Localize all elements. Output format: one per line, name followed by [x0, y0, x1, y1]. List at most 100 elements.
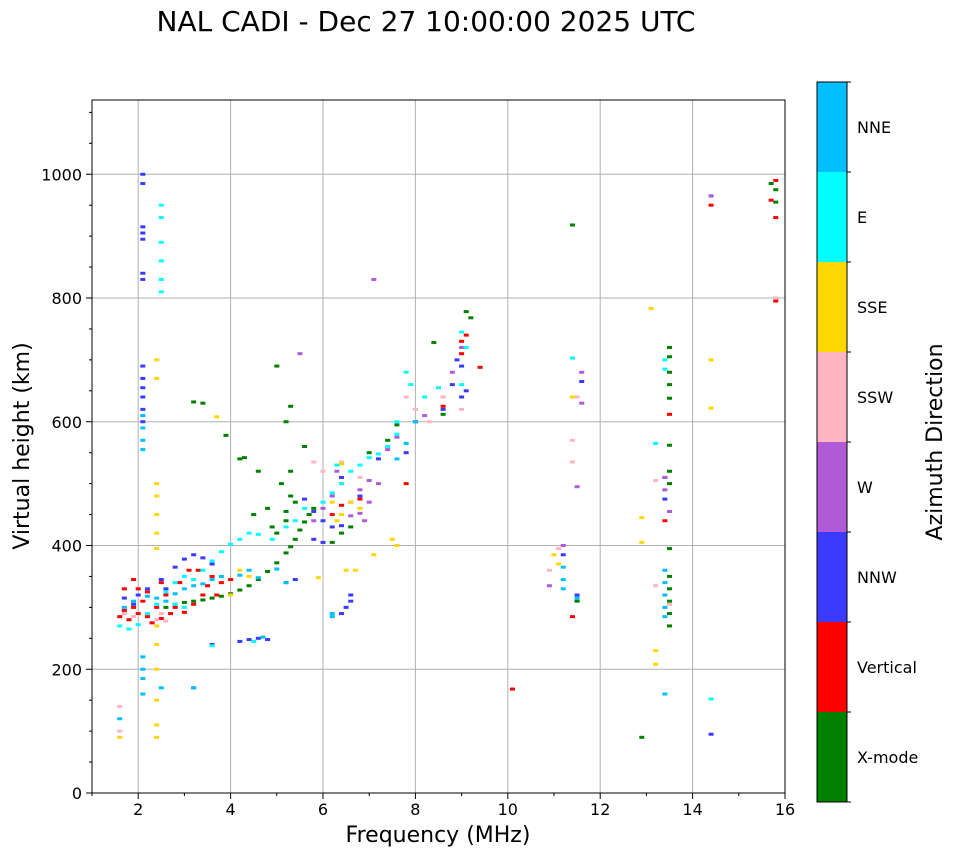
- data-point: [459, 339, 465, 343]
- data-point: [237, 573, 243, 577]
- data-point: [302, 506, 308, 510]
- data-point: [357, 511, 363, 515]
- data-point: [154, 513, 160, 517]
- data-point: [477, 365, 483, 369]
- data-point: [154, 735, 160, 739]
- data-point: [288, 404, 294, 408]
- data-point: [348, 514, 354, 518]
- data-point: [662, 497, 668, 501]
- data-point: [662, 475, 668, 479]
- data-point: [177, 581, 183, 585]
- data-point: [255, 469, 261, 473]
- x-tick-label: 14: [682, 800, 702, 819]
- data-point: [200, 568, 206, 572]
- data-point: [181, 605, 187, 609]
- data-point: [560, 553, 566, 557]
- colorbar-segment: [817, 262, 847, 352]
- data-point: [579, 370, 585, 374]
- data-point: [158, 581, 164, 585]
- data-point: [214, 415, 220, 419]
- data-point: [357, 488, 363, 492]
- data-point: [662, 692, 668, 696]
- data-point: [574, 395, 580, 399]
- data-point: [569, 223, 575, 227]
- data-point: [237, 568, 243, 572]
- data-point: [117, 615, 123, 619]
- data-point: [158, 686, 164, 690]
- data-point: [209, 578, 215, 582]
- data-point: [338, 513, 344, 517]
- data-point: [667, 370, 672, 374]
- data-point: [274, 561, 280, 565]
- data-point: [172, 565, 178, 569]
- data-point: [773, 216, 779, 220]
- data-point: [667, 469, 672, 473]
- data-point: [140, 277, 146, 281]
- data-point: [371, 553, 377, 557]
- y-axis: 0 200 400 600 800 1000: [41, 111, 92, 803]
- data-point: [158, 240, 164, 244]
- data-point: [422, 414, 428, 418]
- data-point: [662, 615, 668, 619]
- data-point: [773, 178, 779, 182]
- data-point: [329, 500, 335, 504]
- x-tick-label: 16: [775, 800, 795, 819]
- data-point: [329, 612, 335, 616]
- data-point: [334, 469, 340, 473]
- data-point: [140, 225, 146, 229]
- series-nne: [117, 414, 668, 721]
- data-point: [140, 395, 146, 399]
- data-point: [459, 395, 465, 399]
- colorbar-segment: [817, 82, 847, 172]
- data-point: [449, 370, 455, 374]
- data-point: [269, 537, 275, 541]
- data-point: [546, 584, 552, 588]
- data-point: [163, 593, 169, 597]
- data-point: [246, 584, 252, 588]
- data-point: [144, 615, 150, 619]
- data-point: [195, 568, 201, 572]
- data-point: [163, 619, 169, 623]
- data-point: [274, 364, 280, 368]
- data-point: [274, 567, 280, 571]
- data-point: [773, 188, 779, 192]
- data-point: [246, 568, 252, 572]
- data-point: [463, 346, 469, 349]
- data-point: [320, 519, 326, 523]
- data-point: [338, 531, 344, 535]
- data-point: [274, 531, 280, 535]
- data-point: [154, 358, 160, 362]
- y-axis-label: Virtual height (km): [10, 342, 35, 549]
- data-point: [667, 355, 672, 359]
- grid: [92, 100, 785, 793]
- data-point: [121, 605, 127, 609]
- data-point: [283, 581, 289, 585]
- data-point: [708, 358, 714, 362]
- data-point: [237, 639, 243, 643]
- data-point: [436, 386, 441, 390]
- data-point: [394, 435, 400, 439]
- data-point: [708, 203, 714, 207]
- data-point: [209, 644, 215, 648]
- data-point: [653, 479, 659, 483]
- data-point: [394, 420, 400, 424]
- data-point: [302, 497, 308, 501]
- data-point: [140, 655, 146, 659]
- colorbar-segment: [817, 442, 847, 532]
- data-point: [463, 310, 469, 314]
- data-point: [653, 441, 659, 445]
- data-point: [667, 412, 672, 416]
- data-point: [154, 376, 160, 380]
- data-point: [140, 426, 146, 430]
- data-point: [117, 717, 123, 721]
- data-point: [320, 500, 326, 504]
- data-point: [255, 578, 261, 582]
- data-point: [556, 547, 562, 551]
- y-tick-label: 600: [51, 413, 82, 432]
- data-point: [667, 346, 672, 349]
- data-point: [343, 605, 349, 609]
- data-point: [158, 578, 164, 582]
- data-point: [158, 216, 164, 220]
- data-point: [357, 463, 363, 467]
- data-point: [140, 420, 146, 424]
